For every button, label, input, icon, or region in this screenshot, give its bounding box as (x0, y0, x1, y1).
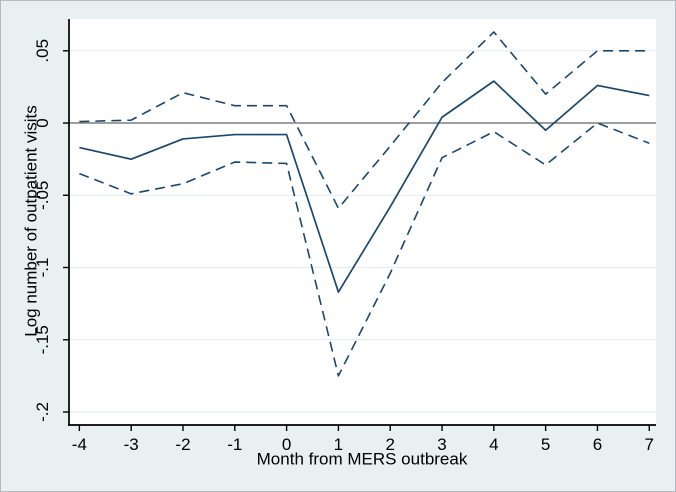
x-tick-label: 7 (645, 435, 654, 454)
x-axis-title: Month from MERS outbreak (256, 449, 468, 469)
y-tick-label: -.2 (33, 402, 52, 422)
y-tick-label: 0 (33, 118, 52, 127)
x-tick-label: -4 (72, 435, 87, 454)
x-tick-label: -2 (175, 435, 190, 454)
x-tick-label: -3 (124, 435, 139, 454)
y-tick-label: -.05 (33, 181, 52, 210)
x-tick-label: 3 (437, 435, 446, 454)
x-tick-label: 1 (334, 435, 343, 454)
x-tick-label: 4 (489, 435, 498, 454)
y-axis-title: Log number of outpatient visits (21, 105, 41, 337)
x-tick-label: 2 (385, 435, 394, 454)
plot-region (69, 19, 656, 425)
y-tick-label: -.15 (33, 325, 52, 354)
y-tick-label: -.1 (33, 258, 52, 278)
series-95-ci-lower-bound (79, 122, 650, 377)
series-point-estimate (79, 80, 650, 293)
series-95-ci-upper-bound (79, 31, 650, 210)
x-tick-label: 0 (282, 435, 291, 454)
x-tick-label: -1 (227, 435, 242, 454)
y-tick-label: .05 (33, 39, 52, 63)
x-tick-label: 6 (593, 435, 602, 454)
x-tick-label: 5 (541, 435, 550, 454)
